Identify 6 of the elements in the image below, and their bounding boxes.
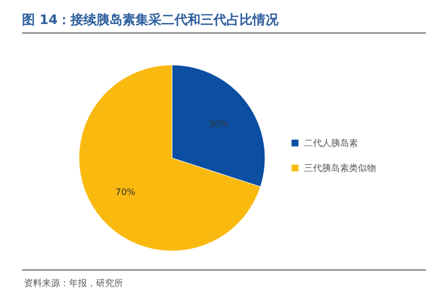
data-label: 70% [115, 188, 136, 198]
text: 资料来源：年报，研究所 [24, 278, 123, 289]
chart-title: 图 14：接续胰岛素集采二代和三代占比情况 [22, 12, 280, 28]
data-label: 30% [208, 120, 230, 130]
legend-label: 二代人胰岛素 [304, 138, 358, 149]
legend-label: 三代胰岛素类似物 [304, 163, 376, 174]
